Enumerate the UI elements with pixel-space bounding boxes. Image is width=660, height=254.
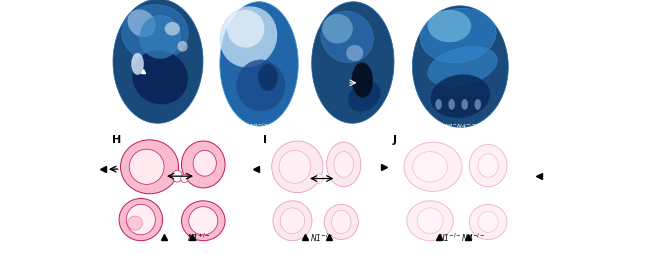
Ellipse shape <box>119 199 162 241</box>
Text: H: H <box>112 134 121 144</box>
Text: D: D <box>411 7 420 17</box>
Ellipse shape <box>315 174 323 183</box>
Ellipse shape <box>321 12 374 64</box>
Text: J: J <box>392 134 396 144</box>
Text: N1$^{-/-}$N4$^{-/-}$: N1$^{-/-}$N4$^{-/-}$ <box>335 121 374 131</box>
Ellipse shape <box>181 175 188 183</box>
Text: N1$^{-/-}$: N1$^{-/-}$ <box>249 121 269 131</box>
Ellipse shape <box>164 23 180 36</box>
Ellipse shape <box>280 208 305 234</box>
Ellipse shape <box>220 3 298 126</box>
Ellipse shape <box>334 152 354 178</box>
Ellipse shape <box>127 10 156 38</box>
Text: C: C <box>312 7 320 17</box>
Text: I: I <box>263 134 267 144</box>
Ellipse shape <box>273 201 312 241</box>
Ellipse shape <box>322 15 353 44</box>
Ellipse shape <box>121 140 179 194</box>
Ellipse shape <box>475 100 481 110</box>
Ellipse shape <box>227 11 265 49</box>
Ellipse shape <box>131 54 144 75</box>
Ellipse shape <box>412 152 447 182</box>
Ellipse shape <box>220 7 277 68</box>
Ellipse shape <box>132 51 188 105</box>
Ellipse shape <box>412 7 508 128</box>
Text: N1$^{+/-}$: N1$^{+/-}$ <box>187 231 211 243</box>
Ellipse shape <box>428 11 471 43</box>
Ellipse shape <box>189 207 218 235</box>
Ellipse shape <box>279 151 311 183</box>
Ellipse shape <box>352 63 373 98</box>
Ellipse shape <box>404 142 462 192</box>
Ellipse shape <box>448 100 455 110</box>
Ellipse shape <box>331 210 351 234</box>
Ellipse shape <box>346 46 364 62</box>
Ellipse shape <box>182 141 225 188</box>
Text: N1$^{-}$N4$^{-/-}$: N1$^{-}$N4$^{-/-}$ <box>444 121 477 131</box>
Ellipse shape <box>478 154 498 178</box>
Ellipse shape <box>417 208 443 234</box>
Ellipse shape <box>258 65 278 91</box>
Ellipse shape <box>182 201 225 241</box>
Text: N1$^{-/-}$N4$^{-/-}$: N1$^{-/-}$N4$^{-/-}$ <box>438 231 486 243</box>
Ellipse shape <box>428 47 498 87</box>
Ellipse shape <box>420 9 496 64</box>
Ellipse shape <box>312 3 394 124</box>
Ellipse shape <box>327 142 361 187</box>
Ellipse shape <box>193 151 216 177</box>
Ellipse shape <box>324 204 358 240</box>
Ellipse shape <box>272 141 323 193</box>
Ellipse shape <box>128 216 143 230</box>
Ellipse shape <box>407 201 453 241</box>
Ellipse shape <box>436 100 442 110</box>
Ellipse shape <box>430 75 490 119</box>
Ellipse shape <box>172 171 182 182</box>
Ellipse shape <box>478 212 498 233</box>
Text: A: A <box>114 7 123 17</box>
Ellipse shape <box>178 42 187 53</box>
Text: N1$^{-/-}$: N1$^{-/-}$ <box>310 231 334 243</box>
Ellipse shape <box>236 61 285 112</box>
Ellipse shape <box>469 204 507 240</box>
Text: B: B <box>219 7 227 17</box>
Ellipse shape <box>140 16 181 59</box>
Ellipse shape <box>113 0 203 124</box>
Ellipse shape <box>461 100 468 110</box>
Ellipse shape <box>126 204 155 235</box>
Ellipse shape <box>348 81 381 113</box>
Ellipse shape <box>129 150 164 185</box>
Text: N1$^{+/+}$N4$^{-/-}$: N1$^{+/+}$N4$^{-/-}$ <box>141 121 180 131</box>
Ellipse shape <box>469 145 507 187</box>
Ellipse shape <box>121 5 188 62</box>
